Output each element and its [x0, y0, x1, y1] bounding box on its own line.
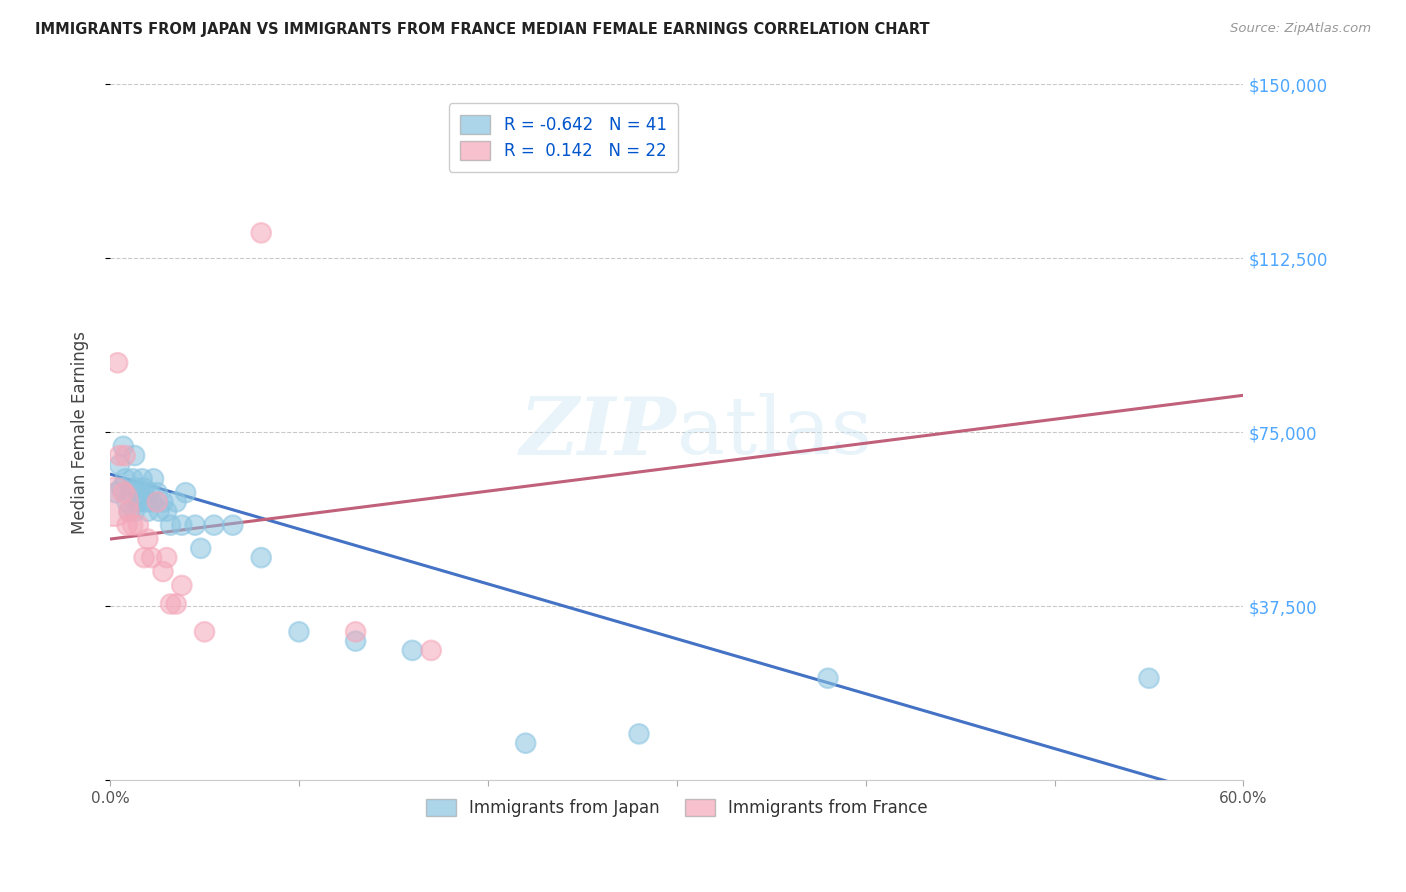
Point [118, 504, 141, 518]
Point [156, 550, 179, 565]
Point [124, 504, 146, 518]
Point [104, 485, 127, 500]
Point [118, 504, 141, 518]
Point [146, 485, 169, 500]
Point [193, 624, 215, 639]
Point [344, 624, 367, 639]
Point [190, 541, 212, 556]
Point [152, 495, 174, 509]
Point [146, 495, 169, 509]
Point [401, 643, 423, 657]
Point [817, 671, 839, 685]
Point [515, 736, 537, 750]
Point [139, 485, 162, 500]
Point [108, 449, 131, 463]
Point [114, 449, 136, 463]
Point [135, 495, 157, 509]
Point [174, 485, 197, 500]
Point [165, 597, 187, 611]
Point [110, 481, 132, 495]
Point [127, 518, 149, 533]
Point [136, 532, 159, 546]
Point [125, 481, 148, 495]
Point [107, 356, 129, 370]
Point [112, 439, 135, 453]
Text: atlas: atlas [676, 393, 872, 471]
Y-axis label: Median Female Earnings: Median Female Earnings [72, 331, 89, 534]
Point [344, 634, 367, 648]
Point [202, 518, 225, 533]
Text: ZIP: ZIP [520, 393, 676, 471]
Point [132, 481, 155, 495]
Point [184, 518, 207, 533]
Point [115, 495, 138, 509]
Point [141, 495, 163, 509]
Point [152, 565, 174, 579]
Point [165, 495, 187, 509]
Point [170, 518, 193, 533]
Point [142, 472, 165, 486]
Point [1137, 671, 1160, 685]
Point [124, 449, 146, 463]
Point [156, 504, 179, 518]
Point [250, 226, 273, 240]
Point [121, 472, 143, 486]
Point [159, 518, 181, 533]
Point [108, 458, 131, 472]
Point [136, 504, 159, 518]
Point [127, 495, 149, 509]
Point [129, 485, 152, 500]
Point [288, 624, 311, 639]
Point [120, 485, 142, 500]
Legend: Immigrants from Japan, Immigrants from France: Immigrants from Japan, Immigrants from F… [419, 793, 935, 824]
Point [114, 472, 136, 486]
Text: Source: ZipAtlas.com: Source: ZipAtlas.com [1230, 22, 1371, 36]
Point [170, 578, 193, 592]
Point [132, 550, 155, 565]
Point [131, 472, 153, 486]
Point [115, 518, 138, 533]
Point [627, 727, 650, 741]
Point [112, 485, 135, 500]
Point [103, 495, 125, 509]
Point [141, 550, 163, 565]
Point [148, 504, 170, 518]
Text: IMMIGRANTS FROM JAPAN VS IMMIGRANTS FROM FRANCE MEDIAN FEMALE EARNINGS CORRELATI: IMMIGRANTS FROM JAPAN VS IMMIGRANTS FROM… [35, 22, 929, 37]
Point [250, 550, 273, 565]
Point [222, 518, 245, 533]
Point [420, 643, 443, 657]
Point [159, 597, 181, 611]
Point [121, 518, 143, 533]
